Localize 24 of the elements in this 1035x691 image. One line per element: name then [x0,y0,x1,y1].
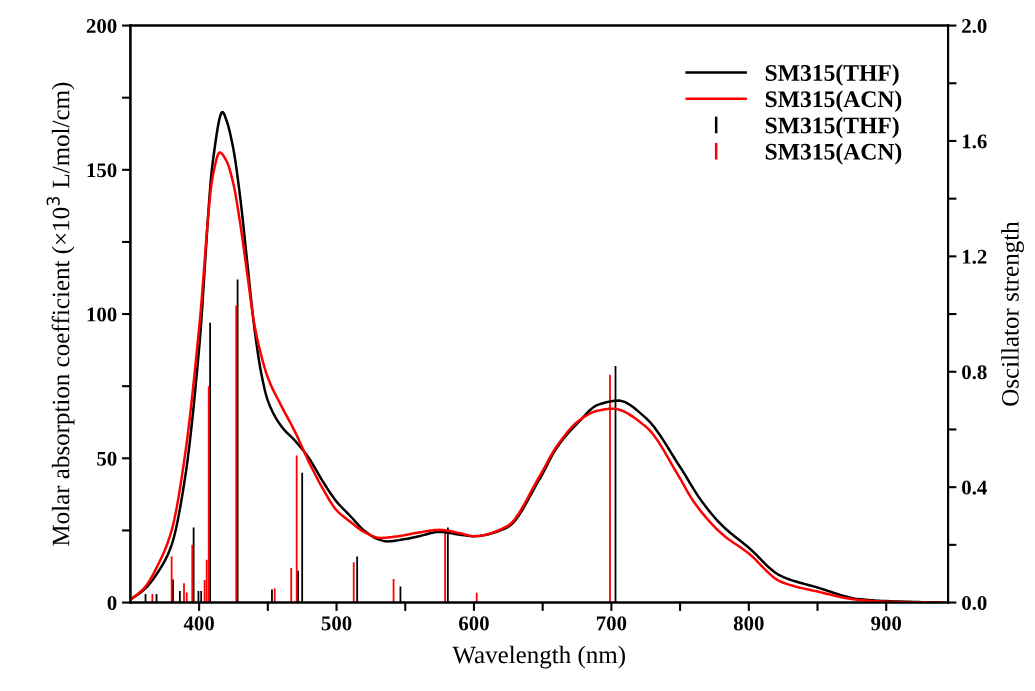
y-axis-title: Molar absorption coefficient (×10$^{3}$ L/mol/cm) [46,82,75,546]
legend-label: SM315(ACN) [765,143,902,165]
legend-label: SM315(THF) [765,116,899,139]
x-tick-label: 800 [733,616,764,631]
x-tick-label: 500 [321,616,352,631]
x-tick-label: 900 [871,616,902,631]
y-tick-label: 0 [107,595,117,610]
y2-axis-title: Oscillator strength [1001,221,1024,406]
y2-tick-label: 0.0 [962,595,987,611]
legend-label: SM315(ACN) [765,90,902,112]
x-tick-label: 400 [183,616,214,631]
y2-tick-label: 0.8 [962,365,987,380]
y2-tick-label: 2.0 [962,18,987,34]
y-tick-label: 50 [97,451,117,466]
y-tick-label: 200 [86,18,117,33]
y-tick-label: 150 [87,163,117,178]
y2-tick-label: 1.6 [962,134,987,149]
legend-label: SM315(THF) [765,64,899,86]
x-tick-label: 700 [596,616,627,631]
x-axis-title: Wavelength (nm) [452,645,625,669]
x-tick-label: 600 [459,616,489,631]
y2-tick-label: 0.4 [962,480,987,495]
y2-tick-label: 1.2 [962,249,987,264]
y-tick-label: 100 [87,307,117,322]
